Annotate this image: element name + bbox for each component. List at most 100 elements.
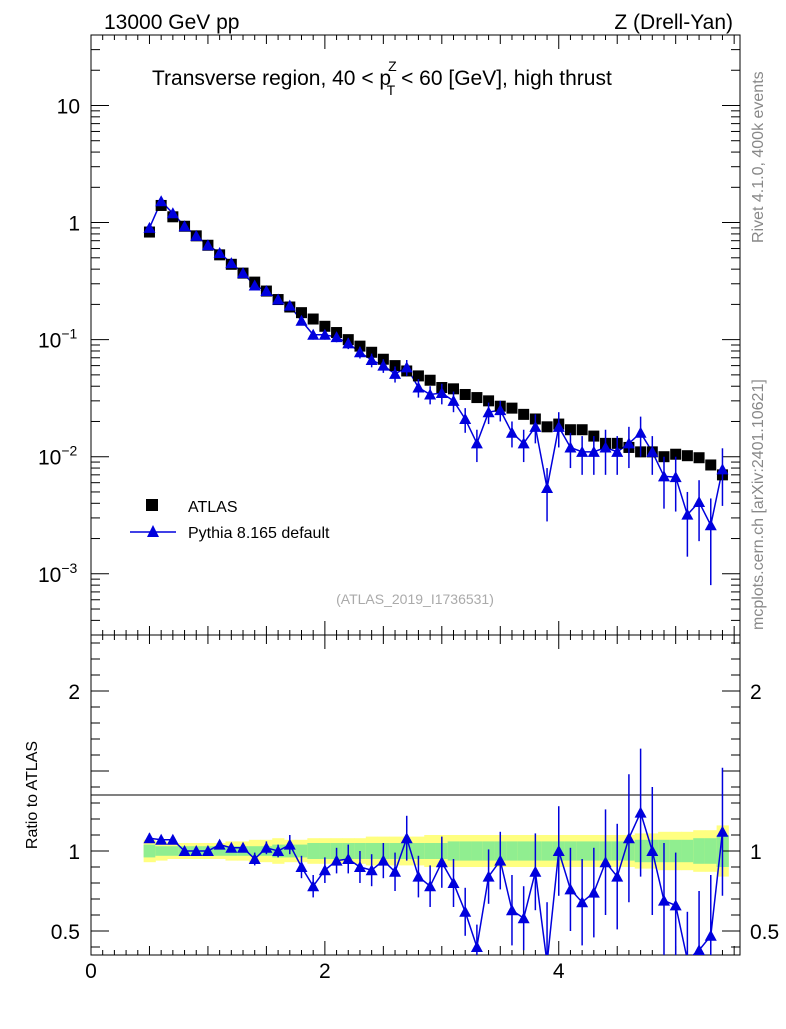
ratio-y-axis-label: Ratio to ATLAS	[24, 741, 41, 849]
ratio-band-inner	[248, 846, 262, 856]
ratio-data-point	[587, 886, 600, 898]
x-tick-label: 2	[319, 960, 331, 983]
legend: ATLAS Pythia 8.165 default	[130, 499, 330, 542]
ratio-data-point	[564, 883, 577, 895]
main-y-tick-base: 10	[38, 447, 61, 470]
pythia-data-point	[143, 221, 156, 233]
ratio-data-point	[342, 853, 355, 864]
main-y-tick-label: 10−3	[38, 560, 78, 587]
pythia-data-point	[505, 426, 518, 438]
pythia-data-point	[237, 267, 250, 279]
pythia-data-point	[704, 519, 717, 531]
main-y-tick-base: 10	[38, 330, 61, 353]
legend-pythia-marker	[147, 525, 159, 537]
main-y-tick-label: 10−2	[38, 443, 78, 470]
pythia-data-point	[213, 246, 226, 258]
ratio-data-point	[213, 838, 226, 850]
ratio-data-point	[622, 832, 635, 844]
pythia-data-point	[400, 361, 413, 373]
atlas-data-point	[354, 340, 366, 352]
main-y-tick-label: 1	[68, 213, 80, 236]
ratio-data-point	[377, 854, 390, 866]
pythia-data-point	[447, 394, 460, 406]
pythia-data-point	[517, 437, 530, 449]
pythia-data-point	[377, 359, 390, 371]
ratio-band-inner	[576, 841, 589, 861]
ratio-data-point	[143, 832, 156, 844]
ratio-data-series	[143, 748, 729, 955]
pythia-data-point	[470, 437, 483, 449]
pythia-data-point	[283, 299, 296, 311]
ratio-data-point	[494, 854, 507, 866]
ratio-band-inner	[295, 844, 308, 858]
ratio-band-inner	[517, 841, 531, 861]
ratio-data-point	[353, 861, 366, 872]
ratio-y-tick-label-left: 2	[68, 681, 80, 704]
main-y-tick-exponent: −2	[61, 443, 77, 459]
atlas-data-point	[564, 424, 576, 436]
title-prefix: Transverse region, 40 < p	[152, 67, 391, 90]
pythia-data-point	[178, 220, 191, 232]
main-chart-title: Transverse region, 40 < pZ T < 60 [GeV], …	[152, 58, 612, 98]
pythia-data-point	[330, 331, 343, 343]
pythia-data-point	[295, 314, 308, 326]
pythia-data-point	[248, 279, 261, 291]
ratio-band-inner	[693, 838, 706, 864]
pythia-data-point	[342, 337, 355, 349]
x-tick-labels: 0 2 4	[85, 960, 565, 983]
ratio-y-tick-label-left: 0.5	[51, 921, 80, 944]
ratio-data-point	[482, 870, 495, 882]
ratio-data-point	[435, 856, 448, 868]
ratio-data-point	[686, 953, 689, 955]
ratio-data-point	[201, 845, 214, 856]
ratio-band-inner	[365, 843, 378, 859]
ratio-data-point	[657, 894, 670, 906]
ratio-data-point	[505, 904, 518, 916]
main-y-tick-label: 10−1	[38, 326, 78, 353]
main-y-tick-label: 10	[57, 95, 80, 118]
ratio-data-point	[190, 845, 203, 856]
pythia-data-point	[541, 482, 554, 494]
title-superscript: Z	[388, 58, 397, 74]
main-y-tick-exponent: −3	[61, 560, 77, 576]
ratio-data-point	[517, 912, 530, 924]
ratio-data-point	[470, 941, 483, 952]
atlas-data-point	[541, 421, 553, 433]
atlas-data-point	[459, 388, 471, 400]
ratio-band-inner	[412, 843, 425, 859]
ratio-band-inner	[541, 841, 554, 861]
ratio-data-point	[330, 854, 343, 866]
ratio-data-point	[155, 833, 168, 845]
pythia-data-point	[693, 496, 706, 508]
ratio-data-point	[307, 880, 320, 892]
atlas-data-point	[319, 320, 331, 332]
ratio-band-inner	[213, 846, 226, 856]
atlas-data-point	[506, 402, 518, 414]
ratio-panel-ticks	[90, 635, 740, 955]
atlas-data-point	[576, 424, 588, 436]
pythia-data-point	[353, 346, 366, 358]
ratio-data-point	[248, 853, 261, 864]
atlas-data-point	[295, 307, 307, 319]
atlas-data-point	[471, 392, 483, 404]
ratio-data-point	[529, 865, 542, 877]
legend-atlas-label: ATLAS	[188, 499, 238, 516]
mcplots-label: mcplots.cern.ch [arXiv:2401.10621]	[750, 379, 767, 630]
pythia-data-point	[622, 437, 635, 449]
pythia-data-point	[669, 471, 682, 483]
ratio-series-clipped	[143, 748, 729, 955]
pythia-data-point	[611, 445, 624, 457]
pythia-data-point	[576, 445, 589, 457]
pythia-data-point	[389, 367, 402, 379]
atlas-data-point	[483, 395, 495, 407]
ratio-data-point	[283, 838, 296, 850]
pythia-data-point	[482, 406, 495, 418]
ratio-band-inner	[155, 846, 168, 856]
pythia-data-point	[634, 426, 647, 438]
pythia-data-point	[190, 229, 203, 241]
ratio-data-point	[716, 825, 729, 837]
ratio-data-point	[646, 845, 659, 856]
rivet-version-label: Rivet 4.1.0, 400k events	[750, 71, 767, 243]
ratio-data-point	[412, 870, 425, 882]
